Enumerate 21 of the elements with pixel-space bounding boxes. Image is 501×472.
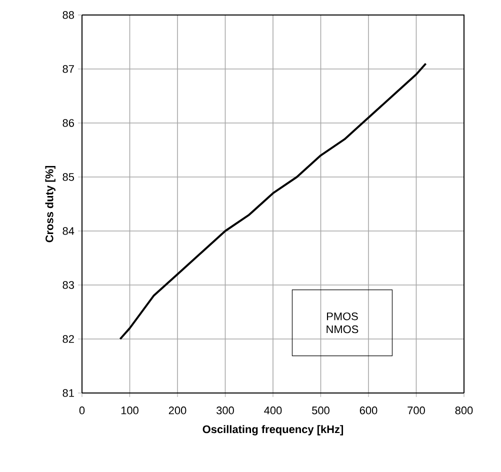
x-tick-label: 100 [121, 406, 138, 414]
y-tick-label: 86 [62, 119, 74, 127]
y-tick-label: 85 [62, 173, 74, 181]
annotation: PMOS [327, 312, 358, 320]
x-axis-title: Oscillating frequency [kHz] [202, 425, 344, 436]
x-tick-label: 800 [455, 406, 473, 414]
x-tick-label: 400 [264, 406, 282, 414]
y-tick-label: 82 [62, 335, 74, 343]
y-tick-label: 81 [62, 389, 74, 397]
y-axis-title: Cross duty [%] [45, 166, 56, 242]
x-tick-label: 200 [168, 406, 186, 414]
y-tick-label: 88 [62, 11, 74, 19]
x-tick-label: 600 [360, 406, 378, 414]
y-tick-label: 87 [62, 65, 74, 73]
x-tick-label: 500 [312, 406, 330, 414]
x-tick-label: 300 [216, 406, 234, 414]
annotation: NMOS [326, 325, 358, 334]
y-tick-label: 84 [62, 227, 74, 235]
x-tick-label: 700 [408, 406, 425, 414]
x-tick-label: 0 [79, 406, 85, 414]
y-tick-label: 83 [62, 281, 74, 289]
